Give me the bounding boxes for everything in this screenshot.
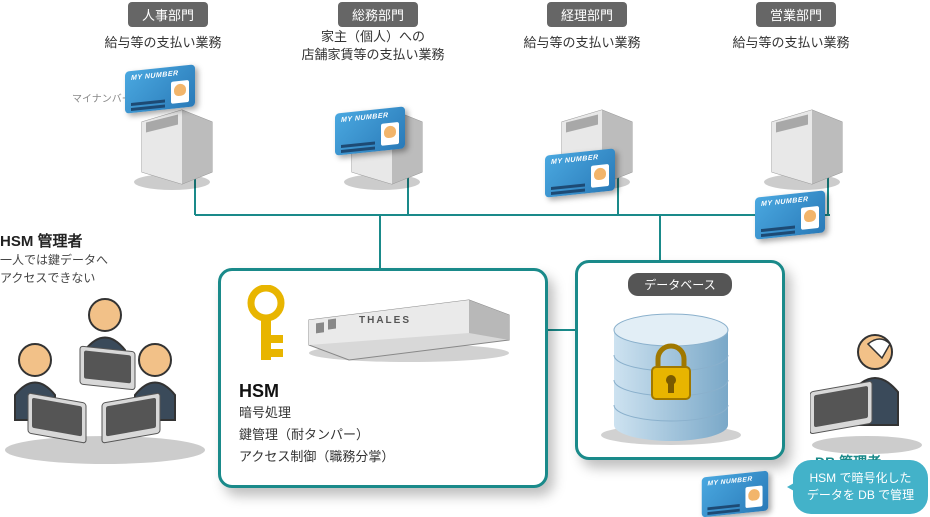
mynumber-card-db xyxy=(702,471,769,517)
hsm-line: 鍵管理（耐タンパー） xyxy=(239,424,527,446)
hsm-body-lines: 暗号処理 鍵管理（耐タンパー） アクセス制御（職務分掌） xyxy=(239,402,527,468)
mynumber-card-sales xyxy=(755,190,825,239)
hsm-title: HSM xyxy=(239,381,527,402)
callout-line2: データを DB で管理 xyxy=(807,488,914,502)
db-admin-person-icon xyxy=(810,330,925,455)
hsm-admin-block: HSM 管理者 一人では鍵データへ アクセスできない xyxy=(0,230,108,287)
hsm-admin-title: HSM 管理者 xyxy=(0,230,108,251)
mynumber-label: マイナンバー xyxy=(72,90,132,105)
dept-duty-hr: 給与等の支払い業務 xyxy=(98,34,228,52)
dept-duty-sales: 給与等の支払い業務 xyxy=(726,34,856,52)
server-sales xyxy=(762,92,852,192)
mynumber-card-hr xyxy=(125,64,195,113)
mynumber-card-acct xyxy=(545,148,615,197)
svg-text:THALES: THALES xyxy=(359,315,411,326)
key-icon xyxy=(239,285,294,370)
hsm-admin-people-icon xyxy=(0,295,210,465)
callout-bubble: HSM で暗号化した データを DB で管理 xyxy=(793,460,928,514)
callout-line1: HSM で暗号化した xyxy=(809,471,911,485)
dept-duty-acct: 給与等の支払い業務 xyxy=(517,34,647,52)
mynumber-card-ga xyxy=(335,106,405,155)
hsm-line: 暗号処理 xyxy=(239,402,527,424)
database-badge: データベース xyxy=(628,273,731,296)
hsm-admin-body: 一人では鍵データへ アクセスできない xyxy=(0,251,108,287)
hsm-line: アクセス制御（職務分掌） xyxy=(239,446,527,468)
dept-label-acct: 経理部門 xyxy=(547,2,627,27)
hsm-device-icon: THALES xyxy=(304,285,514,365)
database-cylinder-icon xyxy=(596,300,766,450)
dept-label-ga: 総務部門 xyxy=(338,2,418,27)
hsm-box: THALES HSM 暗号処理 鍵管理（耐タンパー） アクセス制御（職務分掌） xyxy=(218,268,548,488)
database-box: データベース xyxy=(575,260,785,460)
dept-duty-ga: 家主（個人）への 店舗家賃等の支払い業務 xyxy=(288,28,458,64)
dept-label-hr: 人事部門 xyxy=(128,2,208,27)
dept-label-sales: 営業部門 xyxy=(756,2,836,27)
